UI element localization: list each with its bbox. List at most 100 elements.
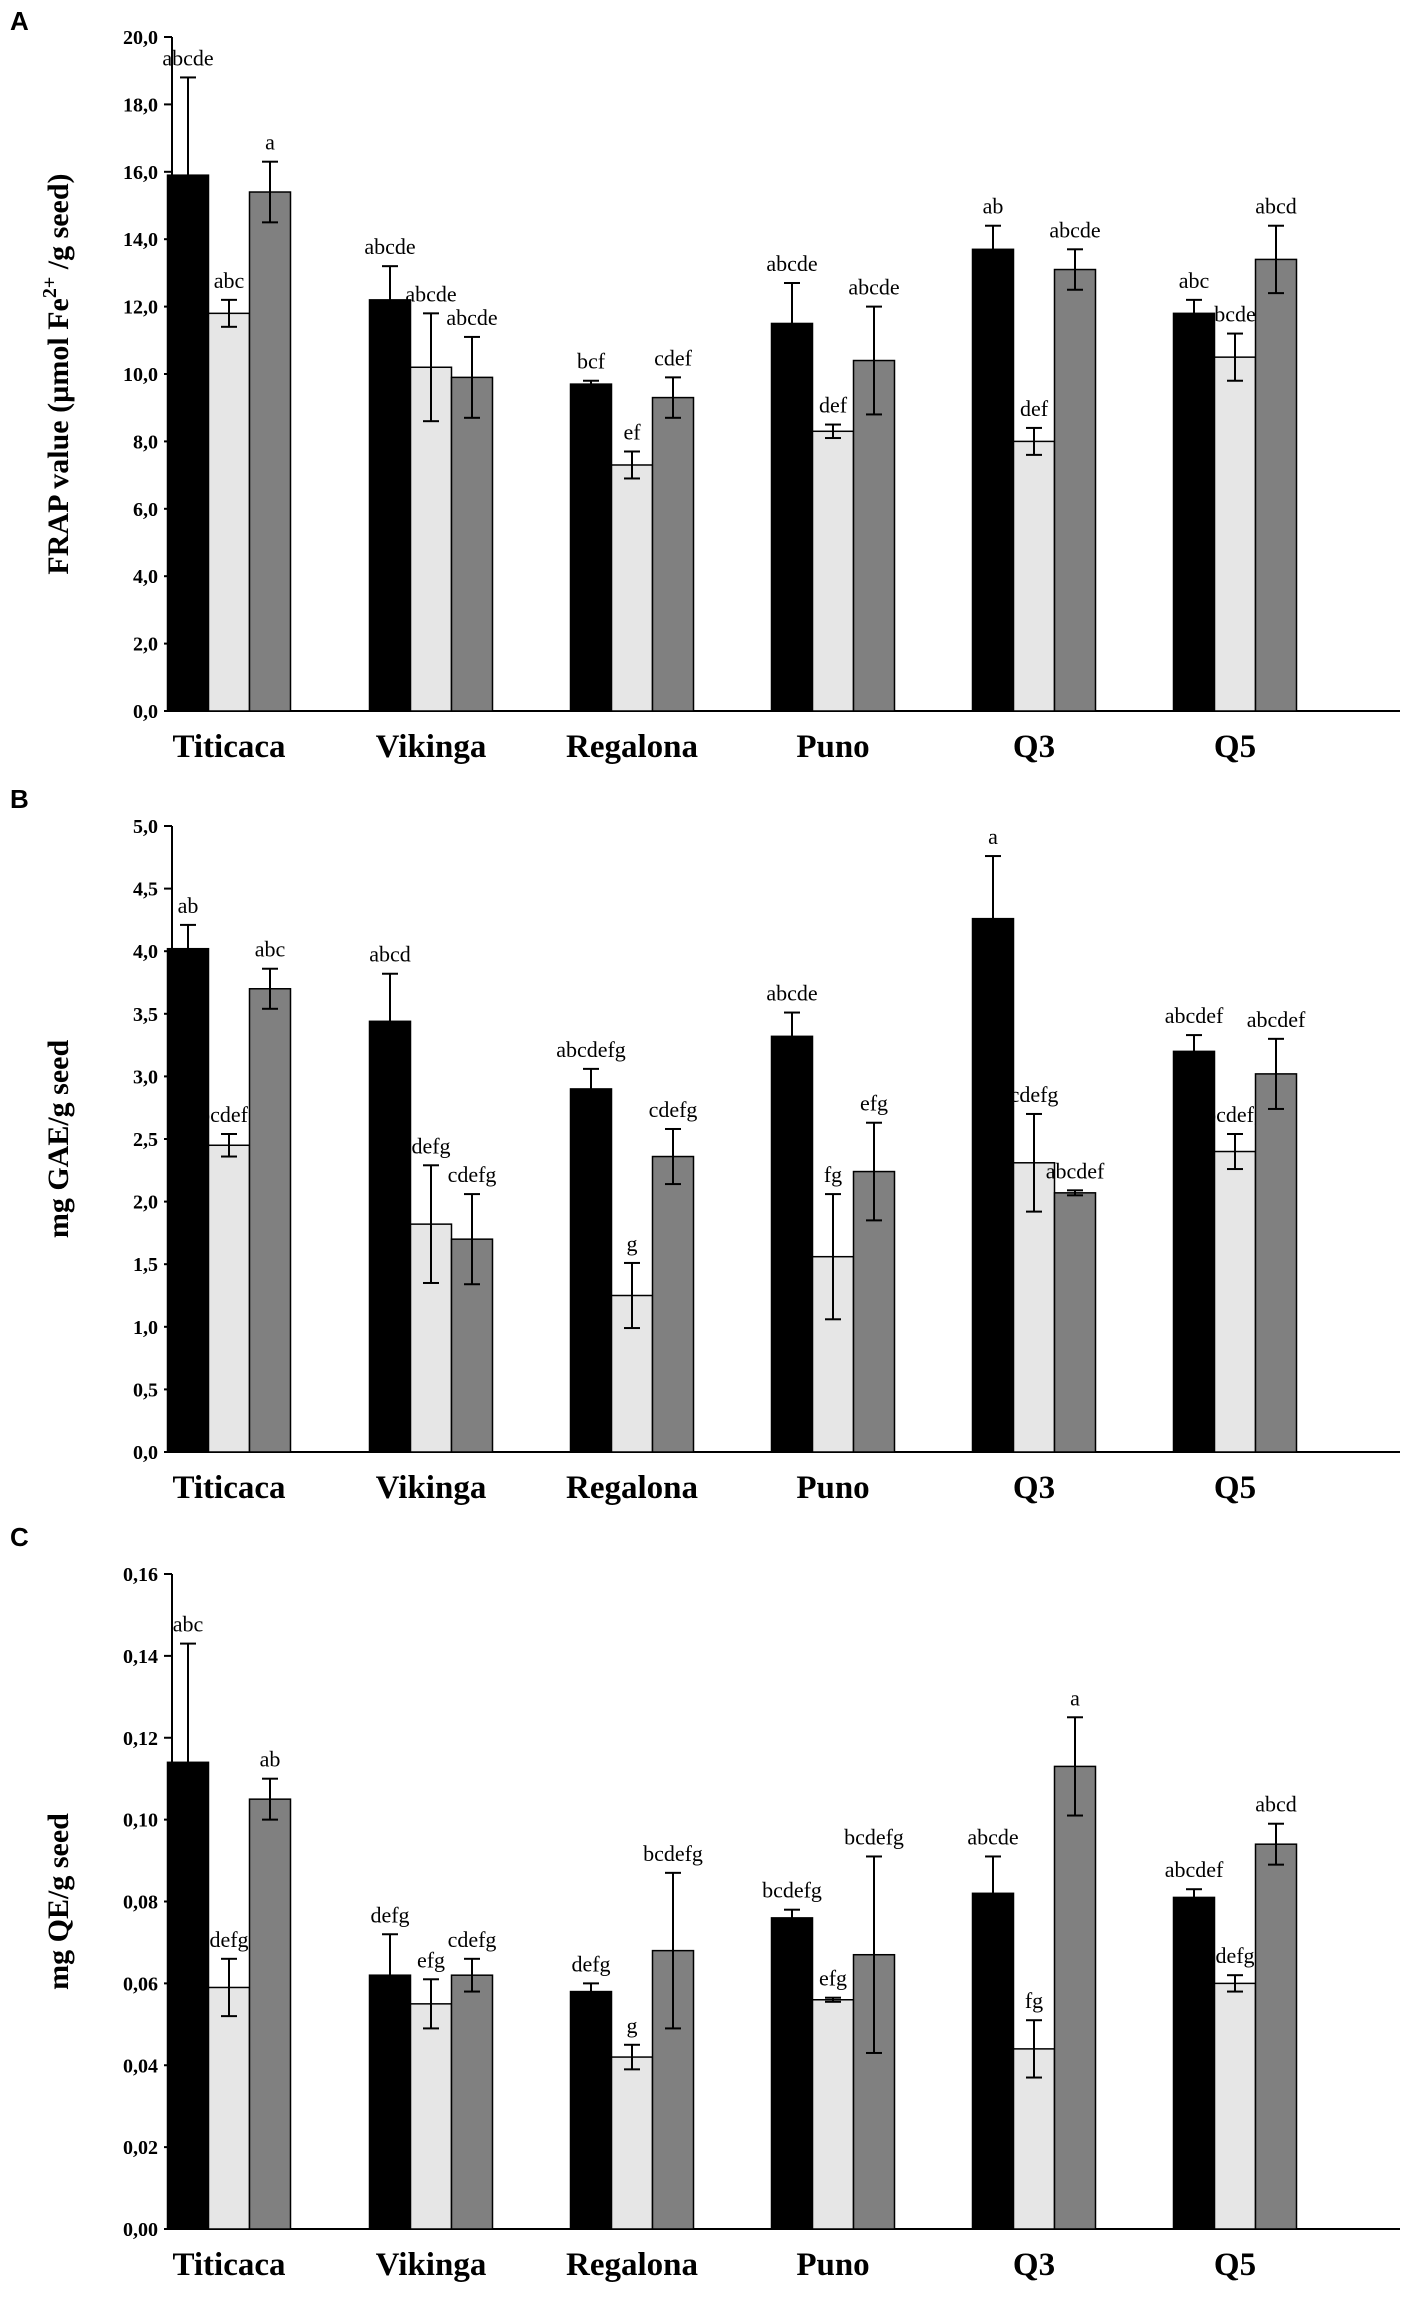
x-category-label: Q5 (1214, 729, 1256, 765)
x-category-label: Q5 (1214, 2247, 1256, 2283)
significance-letter: abcd (369, 942, 411, 967)
significance-letter: abcdef (1165, 1857, 1224, 1882)
y-tick-label: 10,0 (123, 364, 158, 386)
bar (770, 1035, 814, 1453)
y-tick-label: 0,0 (133, 701, 158, 723)
bar (651, 1155, 695, 1453)
significance-letter: abcde (446, 305, 497, 330)
y-tick-label: 0,0 (133, 1442, 158, 1464)
bar (610, 2056, 654, 2230)
panel-label: C (10, 1522, 29, 1552)
significance-letter: ef (623, 420, 641, 445)
significance-letter: cdefg (448, 1162, 497, 1187)
significance-letter: abcde (162, 45, 213, 70)
y-tick-label: 6,0 (133, 499, 158, 521)
x-category-label: Q5 (1214, 1470, 1256, 1506)
y-tick-label: 3,5 (133, 1004, 158, 1026)
significance-letter: cdefg (448, 1927, 497, 1952)
panel-label: B (10, 784, 29, 814)
significance-letter: bcdefg (643, 1841, 703, 1866)
x-category-label: Regalona (566, 1470, 698, 1506)
significance-letter: abcde (766, 981, 817, 1006)
bar (1172, 312, 1216, 712)
panel-a-chart: A FRAP value (µmol Fe2+ /g seed) 0,0 2,0 4,0… (10, 6, 1400, 765)
y-axis-label: mg GAE/g seed (42, 1040, 75, 1239)
bar (971, 917, 1015, 1453)
bar (971, 248, 1015, 712)
y-tick-label: 0,00 (123, 2219, 158, 2241)
x-category-label: Puno (796, 1470, 869, 1506)
y-tick-label: 0,06 (123, 1973, 158, 1995)
y-tick-label: 0,5 (133, 1379, 158, 1401)
y-tick-label: 4,0 (133, 566, 158, 588)
significance-letter: ab (178, 893, 199, 918)
bar (569, 1088, 613, 1453)
significance-letter: bcf (577, 349, 606, 374)
bar (409, 2003, 453, 2230)
significance-letter: a (1070, 1685, 1080, 1710)
y-tick-label: 0,12 (123, 1728, 158, 1750)
y-tick-label: 2,0 (133, 1192, 158, 1214)
significance-letter: bcdefg (762, 1878, 822, 1903)
bar (971, 1892, 1015, 2230)
bar (1254, 1843, 1298, 2230)
bar (569, 1990, 613, 2230)
x-category-label: Q3 (1013, 729, 1055, 765)
bar (248, 191, 292, 712)
bar (1172, 1896, 1216, 2230)
bar (1053, 1192, 1097, 1453)
significance-letter: ab (260, 1747, 281, 1772)
significance-letter: defg (411, 1133, 450, 1158)
bar (248, 1798, 292, 2230)
significance-letter: defg (1215, 1943, 1254, 1968)
bar (811, 430, 855, 712)
significance-letter: ab (983, 194, 1004, 219)
bar (409, 366, 453, 712)
bar (651, 396, 695, 712)
bar (1053, 268, 1097, 712)
bar (1213, 356, 1257, 712)
bar (569, 383, 613, 712)
bar (207, 1986, 251, 2230)
x-category-label: Q3 (1013, 1470, 1055, 1506)
y-tick-label: 0,16 (123, 1564, 158, 1586)
panel-b-chart: Bmg GAE/g seed 0,0 0,5 1,0 1,5 2,0 2,5 3,0 3,5 4,… (10, 784, 1400, 1506)
y-tick-label: 14,0 (123, 229, 158, 251)
y-tick-label: 20,0 (123, 27, 158, 49)
y-tick-label: 3,0 (133, 1066, 158, 1088)
significance-letter: abcde (848, 275, 899, 300)
significance-letter: g (627, 1231, 638, 1256)
y-tick-label: 0,02 (123, 2137, 158, 2159)
x-category-label: Vikinga (376, 1470, 487, 1506)
significance-letter: abcd (1255, 1792, 1297, 1817)
significance-letter: defg (209, 1927, 248, 1952)
significance-letter: efg (860, 1091, 888, 1116)
y-tick-label: 12,0 (123, 297, 158, 319)
bar (207, 312, 251, 712)
significance-letter: abcde (364, 234, 415, 259)
significance-letter: def (819, 393, 848, 418)
bar (770, 322, 814, 712)
significance-letter: cdefg (649, 1097, 698, 1122)
x-category-label: Puno (796, 2247, 869, 2283)
significance-letter: abc (255, 937, 286, 962)
significance-letter: abcde (1049, 217, 1100, 242)
significance-letter: defg (370, 1902, 409, 1927)
panel-c-chart: Cmg QE/g seed 0,00 0,02 0,04 0,06 0,08 0,10 0,1… (10, 1522, 1400, 2283)
y-tick-label: 4,5 (133, 879, 158, 901)
significance-letter: fg (824, 1162, 842, 1187)
bar (610, 464, 654, 712)
significance-letter: defg (571, 1951, 610, 1976)
significance-letter: efg (417, 1947, 445, 1972)
bar (1012, 2048, 1056, 2230)
bar (1213, 1150, 1257, 1453)
y-tick-label: 18,0 (123, 94, 158, 116)
significance-letter: abcdef (1247, 1007, 1306, 1032)
significance-letter: abcdefg (556, 1037, 626, 1062)
significance-letter: abcdef (1046, 1158, 1105, 1183)
bar (166, 947, 210, 1453)
bar (1254, 258, 1298, 712)
bar (811, 1999, 855, 2230)
significance-letter: abc (1179, 268, 1210, 293)
